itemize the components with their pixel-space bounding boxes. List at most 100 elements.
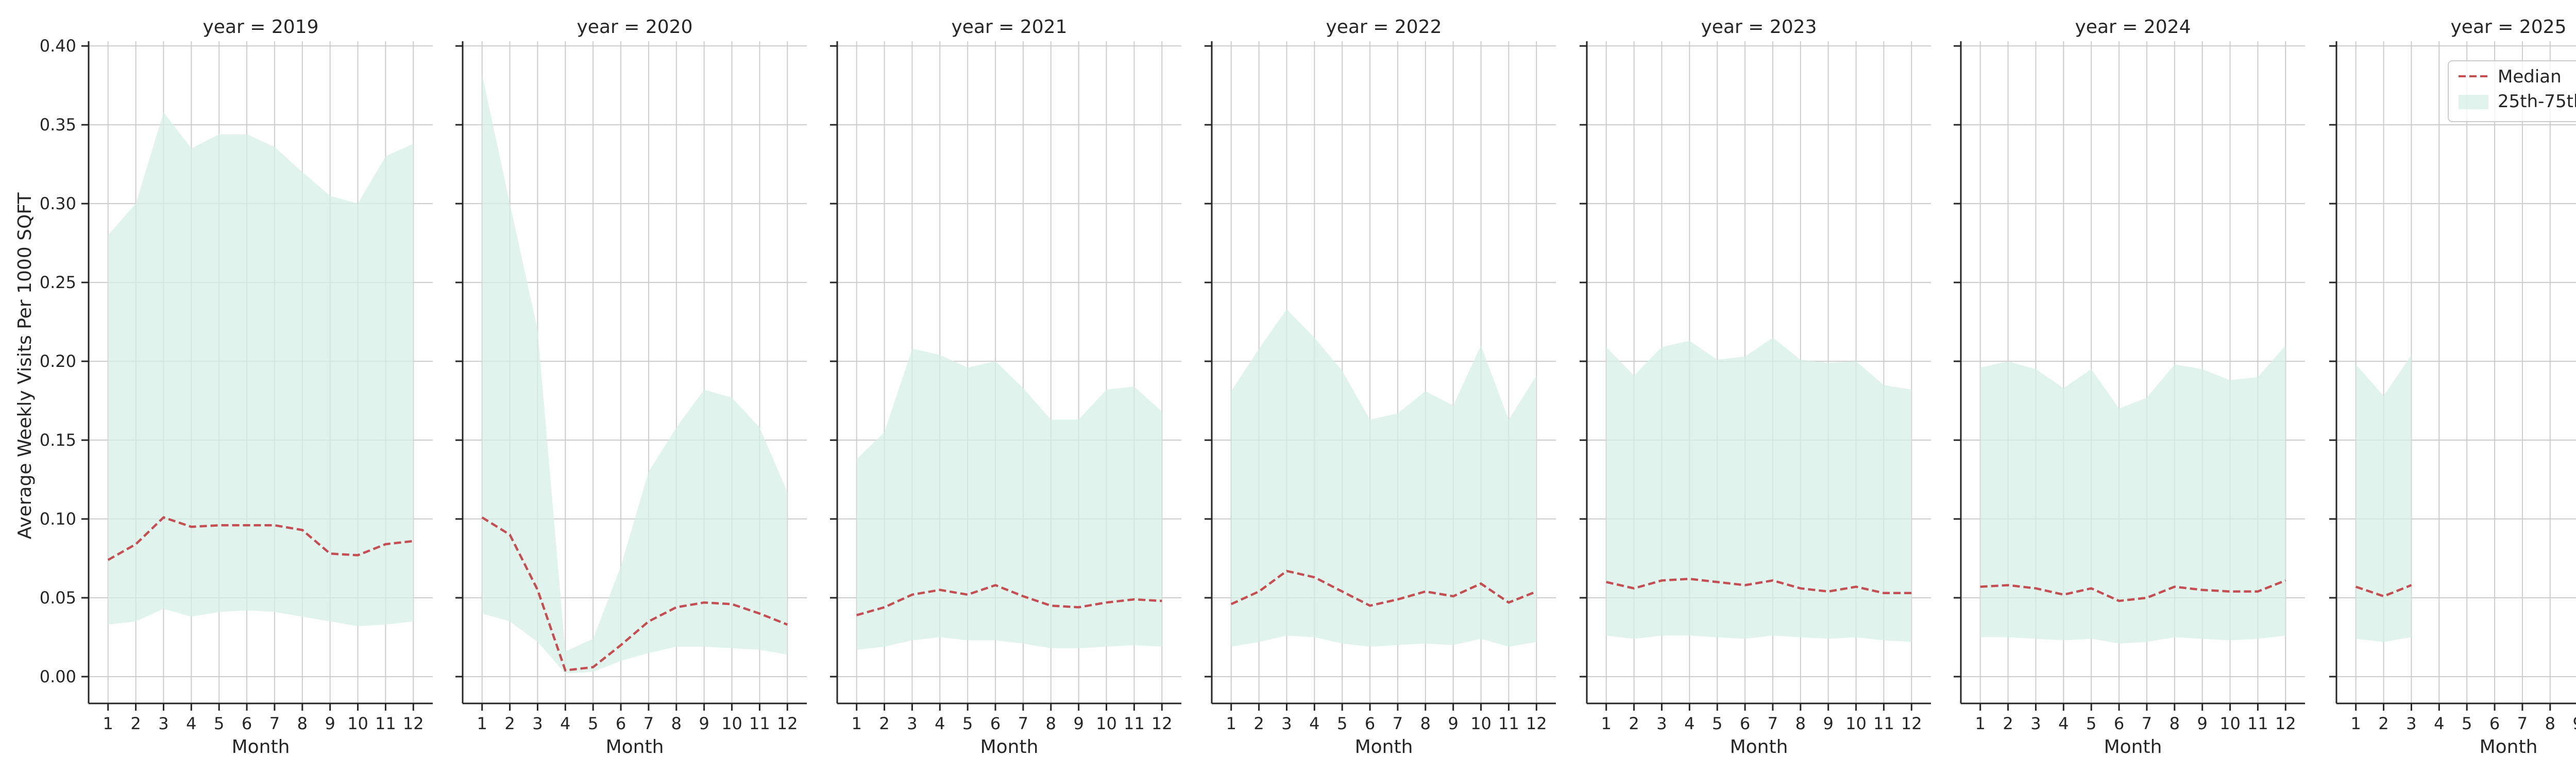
- y-tick-label: 0.15: [40, 430, 76, 450]
- x-tick-label: 4: [935, 714, 945, 733]
- x-axis-label: Month: [1355, 736, 1413, 758]
- x-axis-label: Month: [2104, 736, 2162, 758]
- x-tick-label: 6: [2489, 714, 2500, 733]
- y-tick-label: 0.25: [40, 273, 76, 292]
- x-tick-label: 7: [643, 714, 654, 733]
- legend: Median 25th-75th Percentile: [2448, 60, 2576, 122]
- panels-layer: 0.000.050.100.150.200.250.300.350.401 2 3 4…: [40, 16, 2576, 758]
- x-tick-label: 6: [990, 714, 1001, 733]
- median-line: [1606, 578, 1912, 595]
- x-tick-label: 5: [2086, 714, 2096, 733]
- x-tick-label: 7: [269, 714, 280, 733]
- x-tick-label: 12: [403, 714, 424, 733]
- x-tick-label: 7: [1393, 714, 1403, 733]
- x-tick-label: 6: [1740, 714, 1750, 733]
- x-tick-label: 3: [2406, 714, 2416, 733]
- y-tick-label: 0.00: [40, 667, 76, 686]
- x-tick-label: 1: [2351, 714, 2361, 733]
- x-tick-label: 2: [2378, 714, 2388, 733]
- percentile-band: [1606, 338, 1912, 642]
- x-tick-label: 12: [1526, 714, 1547, 733]
- y-tick-label: 0.05: [40, 588, 76, 608]
- x-tick-label: 5: [214, 714, 224, 733]
- x-tick-label: 8: [1795, 714, 1806, 733]
- legend-band-swatch: [2459, 95, 2488, 109]
- x-tick-label: 8: [671, 714, 682, 733]
- x-tick-label: 1: [852, 714, 862, 733]
- x-tick-label: 3: [532, 714, 543, 733]
- x-tick-label: 2: [504, 714, 515, 733]
- x-tick-label: 8: [2545, 714, 2555, 733]
- x-tick-label: 10: [2219, 714, 2241, 733]
- median-line: [1230, 569, 1537, 607]
- x-tick-label: 2: [2003, 714, 2013, 733]
- x-tick-label: 12: [777, 714, 798, 733]
- panel-title: year = 2020: [577, 16, 693, 38]
- percentile-band: [1231, 309, 1537, 647]
- x-tick-label: 5: [1712, 714, 1722, 733]
- x-tick-label: 4: [1309, 714, 1319, 733]
- x-tick-label: 2: [1629, 714, 1639, 733]
- y-tick-label: 0.30: [40, 194, 76, 213]
- x-tick-label: 5: [2462, 714, 2472, 733]
- x-tick-label: 8: [2170, 714, 2180, 733]
- y-tick-label: 0.40: [40, 36, 76, 56]
- median-line: [481, 516, 788, 672]
- x-tick-label: 7: [2142, 714, 2152, 733]
- x-tick-label: 12: [2275, 714, 2296, 733]
- x-tick-label: 8: [1420, 714, 1431, 733]
- x-tick-label: 10: [721, 714, 742, 733]
- x-tick-label: 12: [1151, 714, 1173, 733]
- x-tick-label: 3: [2030, 714, 2041, 733]
- x-tick-label: 3: [158, 714, 168, 733]
- x-tick-label: 2: [130, 714, 141, 733]
- percentile-band: [108, 112, 414, 627]
- median-line: [1980, 579, 2286, 602]
- panel-title: year = 2025: [2451, 16, 2567, 38]
- y-tick-label: 0.20: [40, 351, 76, 371]
- x-tick-label: 11: [1124, 714, 1145, 733]
- x-tick-label: 9: [2572, 714, 2576, 733]
- x-axis-label: Month: [232, 736, 290, 758]
- y-tick-label: 0.35: [40, 115, 76, 135]
- x-axis-label: Month: [1730, 736, 1788, 758]
- x-tick-label: 2: [879, 714, 889, 733]
- x-tick-label: 7: [1768, 714, 1778, 733]
- x-tick-label: 7: [2517, 714, 2528, 733]
- x-tick-label: 10: [1470, 714, 1492, 733]
- x-tick-label: 9: [1823, 714, 1833, 733]
- x-tick-label: 4: [2058, 714, 2069, 733]
- x-tick-label: 11: [1873, 714, 1894, 733]
- median-line: [2355, 584, 2412, 598]
- x-tick-label: 8: [297, 714, 308, 733]
- x-axis-label: Month: [980, 736, 1039, 758]
- panel-1: 0.000.050.100.150.200.250.300.350.401 2 3 4…: [40, 16, 433, 758]
- percentile-band: [482, 74, 788, 674]
- legend-median-label: Median: [2498, 66, 2562, 87]
- x-tick-label: 11: [2247, 714, 2268, 733]
- x-tick-label: 10: [1096, 714, 1117, 733]
- x-tick-label: 6: [242, 714, 252, 733]
- panel-title: year = 2021: [952, 16, 1067, 38]
- x-tick-label: 1: [1601, 714, 1612, 733]
- x-tick-label: 5: [1337, 714, 1347, 733]
- x-tick-label: 1: [103, 714, 113, 733]
- x-tick-label: 6: [2114, 714, 2124, 733]
- percentile-band: [2355, 355, 2412, 642]
- x-tick-label: 11: [1498, 714, 1519, 733]
- x-tick-label: 1: [477, 714, 487, 733]
- panel-title: year = 2022: [1326, 16, 1442, 38]
- panel-title: year = 2023: [1701, 16, 1817, 38]
- median-line: [107, 516, 414, 561]
- x-tick-label: 1: [1226, 714, 1236, 733]
- x-tick-label: 4: [1684, 714, 1694, 733]
- x-tick-label: 6: [1365, 714, 1375, 733]
- x-tick-label: 4: [560, 714, 570, 733]
